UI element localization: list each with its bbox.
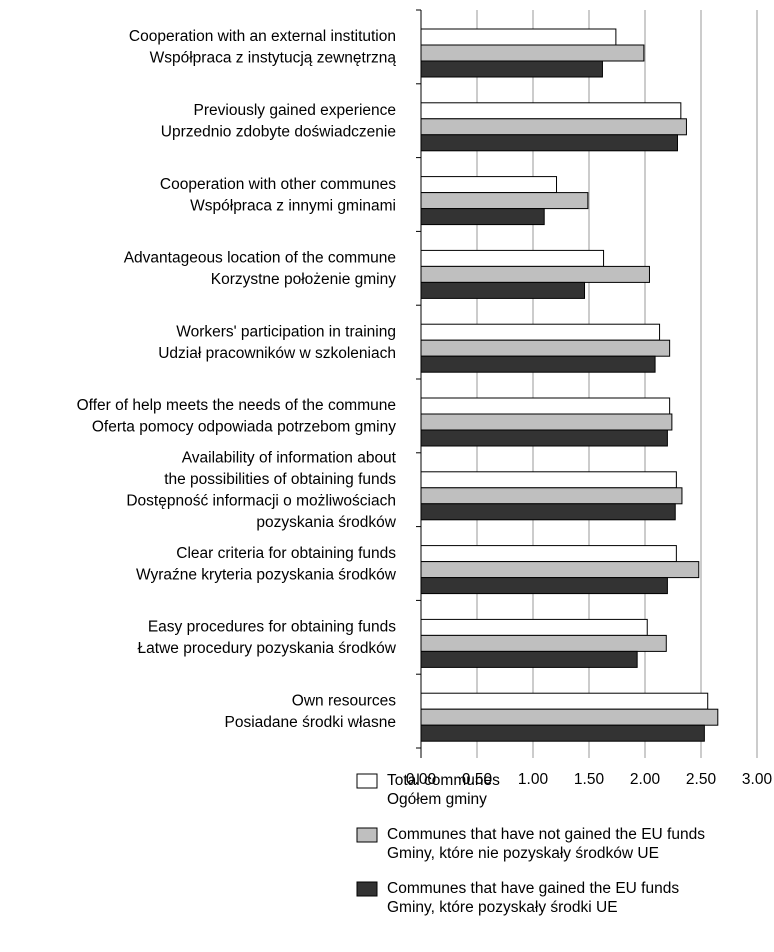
category-label-line: Udział pracowników w szkoleniach <box>158 345 396 362</box>
bar <box>420 724 705 742</box>
x-tick-label: 2.00 <box>630 771 661 788</box>
legend-label-line: Ogółem gminy <box>387 791 487 808</box>
category-label-line: Availability of information about <box>182 449 397 466</box>
category-label: Availability of information about the pos… <box>126 449 396 531</box>
category-label-line: Own resources <box>292 692 396 709</box>
category-label-line: pozyskania środków <box>256 514 396 531</box>
bar <box>420 44 645 62</box>
bar <box>420 118 687 136</box>
axes <box>416 9 422 758</box>
category-label: Advantageous location of the commune Korz… <box>124 250 397 289</box>
legend-label-line: Gminy, które nie pozyskały środków UE <box>387 845 659 862</box>
bar <box>420 471 677 489</box>
legend-label-line: Communes that have gained the EU funds <box>387 880 679 897</box>
legend-label-line: Total communes <box>387 772 500 789</box>
bar <box>420 413 673 431</box>
category-label-line: Cooperation with other communes <box>160 176 396 193</box>
category-label: Clear criteria for obtaining funds Wyraźn… <box>136 545 397 584</box>
x-tick-label: 0.00 <box>406 771 437 788</box>
bar <box>420 176 558 194</box>
category-label: Own resources Posiadane środki własne <box>225 692 397 731</box>
bar <box>420 650 638 668</box>
category-label-line: Cooperation with an external institution <box>129 28 396 45</box>
bar <box>420 265 650 283</box>
bar <box>420 192 589 210</box>
bar <box>420 339 671 357</box>
bar <box>420 634 667 652</box>
bar <box>420 208 545 226</box>
bar <box>420 545 677 563</box>
x-tick-label: 3.00 <box>742 771 773 788</box>
bar <box>420 134 678 152</box>
category-label-line: Współpraca z instytucją zewnętrzną <box>150 50 397 67</box>
category-label-line: Workers' participation in training <box>176 323 396 340</box>
category-label-line: Uprzednio zdobyte doświadczenie <box>161 123 396 140</box>
category-label-line: Advantageous location of the commune <box>124 250 396 267</box>
x-tick-labels: 0.00 0.50 1.00 1.50 2.00 2.50 3.00 <box>406 771 773 788</box>
x-tick-label: 2.50 <box>686 771 717 788</box>
category-label-line: Korzystne położenie gminy <box>211 271 396 288</box>
category-label: Cooperation with an external institution… <box>129 28 396 67</box>
legend-swatch <box>356 881 378 897</box>
category-label: Previously gained experience Uprzednio zd… <box>161 102 396 141</box>
bar <box>420 281 586 299</box>
legend: Total communes Ogółem gminy Communes that … <box>356 772 705 916</box>
bar <box>420 397 671 415</box>
category-label-line: Clear criteria for obtaining funds <box>176 545 396 562</box>
category-label-line: Offer of help meets the needs of the com… <box>77 397 396 414</box>
x-tick-label: 1.50 <box>574 771 605 788</box>
legend-label: Communes that have not gained the EU fun… <box>387 826 705 862</box>
x-tick-label: 1.00 <box>518 771 549 788</box>
category-label: Workers' participation in training Udział… <box>158 323 396 362</box>
bar <box>420 60 603 78</box>
bar <box>420 249 605 267</box>
bar <box>420 429 668 447</box>
bar <box>420 561 700 579</box>
category-label: Cooperation with other communes Współprac… <box>160 176 396 215</box>
category-label: Offer of help meets the needs of the com… <box>77 397 397 436</box>
category-labels: Cooperation with an external institution… <box>77 28 397 731</box>
legend-label-line: Communes that have not gained the EU fun… <box>387 826 705 843</box>
legend-label: Communes that have gained the EU funds Gm… <box>387 880 679 916</box>
bar <box>420 28 617 46</box>
bar <box>420 487 683 505</box>
bar <box>420 102 682 120</box>
category-label-line: Współpraca z innymi gminami <box>190 197 396 214</box>
bar <box>420 355 656 373</box>
category-label-line: Easy procedures for obtaining funds <box>148 619 396 636</box>
bar <box>420 692 709 710</box>
category-label-line: Wyraźne kryteria pozyskania środków <box>136 566 397 583</box>
category-label-line: Dostępność informacji o możliwościach <box>126 492 396 509</box>
bar <box>420 577 668 595</box>
category-label: Easy procedures for obtaining funds Łatwe… <box>138 619 397 658</box>
legend-label: Total communes Ogółem gminy <box>387 772 500 808</box>
bar <box>420 503 676 521</box>
legend-label-line: Gminy, które pozyskały środki UE <box>387 899 618 916</box>
category-label-line: the possibilities of obtaining funds <box>164 471 396 488</box>
bar <box>420 323 661 341</box>
category-label-line: Oferta pomocy odpowiada potrzebom gminy <box>92 419 396 436</box>
bar <box>420 708 719 726</box>
category-label-line: Previously gained experience <box>194 102 396 119</box>
legend-swatch <box>356 827 378 843</box>
x-tick-label: 0.50 <box>462 771 493 788</box>
legend-swatch <box>356 773 378 789</box>
bar <box>420 618 648 636</box>
category-label-line: Łatwe procedury pozyskania środków <box>138 640 397 657</box>
bars <box>420 28 719 742</box>
category-label-line: Posiadane środki własne <box>225 714 396 731</box>
